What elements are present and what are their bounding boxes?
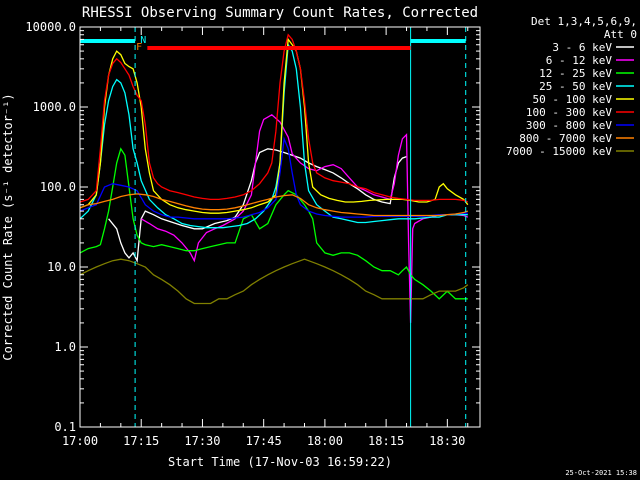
legend-label-3: 25 - 50 keV	[539, 80, 612, 93]
y-tick-label: 0.1	[54, 420, 76, 434]
legend-header-line-1: Det 1,3,4,5,6,9,	[531, 15, 637, 28]
x-tick-label: 18:30	[429, 434, 465, 448]
legend-label-4: 50 - 100 keV	[533, 93, 613, 106]
legend-label-5: 100 - 300 keV	[526, 106, 612, 119]
series-line-5	[79, 33, 469, 203]
series-line-8	[79, 258, 469, 305]
series-line-4	[79, 37, 469, 214]
x-tick-label: 18:00	[307, 434, 343, 448]
y-tick-label: 1.0	[54, 340, 76, 354]
marker-n: N	[140, 35, 146, 46]
legend-label-7: 800 - 7000 keV	[519, 132, 612, 145]
chart-title: RHESSI Observing Summary Count Rates, Co…	[82, 5, 478, 21]
legend-label-0: 3 - 6 keV	[552, 41, 612, 54]
legend-label-6: 300 - 800 keV	[526, 119, 612, 132]
x-axis-label: Start Time (17-Nov-03 16:59:22)	[168, 455, 392, 469]
series-layer	[79, 33, 469, 323]
x-axis: 17:00 17:15 17:30 17:45 18:00 18:15 18:30	[62, 27, 469, 448]
x-tick-label: 17:30	[184, 434, 220, 448]
legend-label-1: 6 - 12 keV	[546, 54, 613, 67]
series-line-2	[79, 147, 468, 300]
y-axis-label: Corrected Count Rate (s⁻¹ detector⁻¹)	[1, 93, 15, 360]
legend-label-8: 7000 - 15000 keV	[506, 145, 612, 158]
plot-frame	[79, 26, 481, 428]
x-tick-label: 18:15	[368, 434, 404, 448]
generation-timestamp: 25-Oct-2021 15:38	[565, 469, 637, 477]
legend-header-line-2: Att 0	[604, 28, 637, 41]
y-tick-label: 10.0	[47, 260, 76, 274]
series-line-7	[79, 193, 469, 217]
series-line-3	[79, 42, 468, 229]
y-tick-label: 10000.0	[25, 20, 76, 34]
x-tick-label: 17:15	[123, 434, 159, 448]
x-tick-label: 17:00	[62, 434, 98, 448]
y-tick-label: 1000.0	[33, 100, 76, 114]
series-line-6	[79, 136, 468, 220]
marker-f: F	[136, 42, 142, 53]
y-tick-label: 100.0	[40, 180, 76, 194]
legend-label-2: 12 - 25 keV	[539, 67, 612, 80]
series-line-1	[140, 114, 469, 323]
series-line-0	[108, 148, 407, 263]
y-axis: 10000.0 1000.0 100.0 10.0 1.0 0.1	[25, 20, 480, 434]
x-tick-label: 17:45	[246, 434, 282, 448]
